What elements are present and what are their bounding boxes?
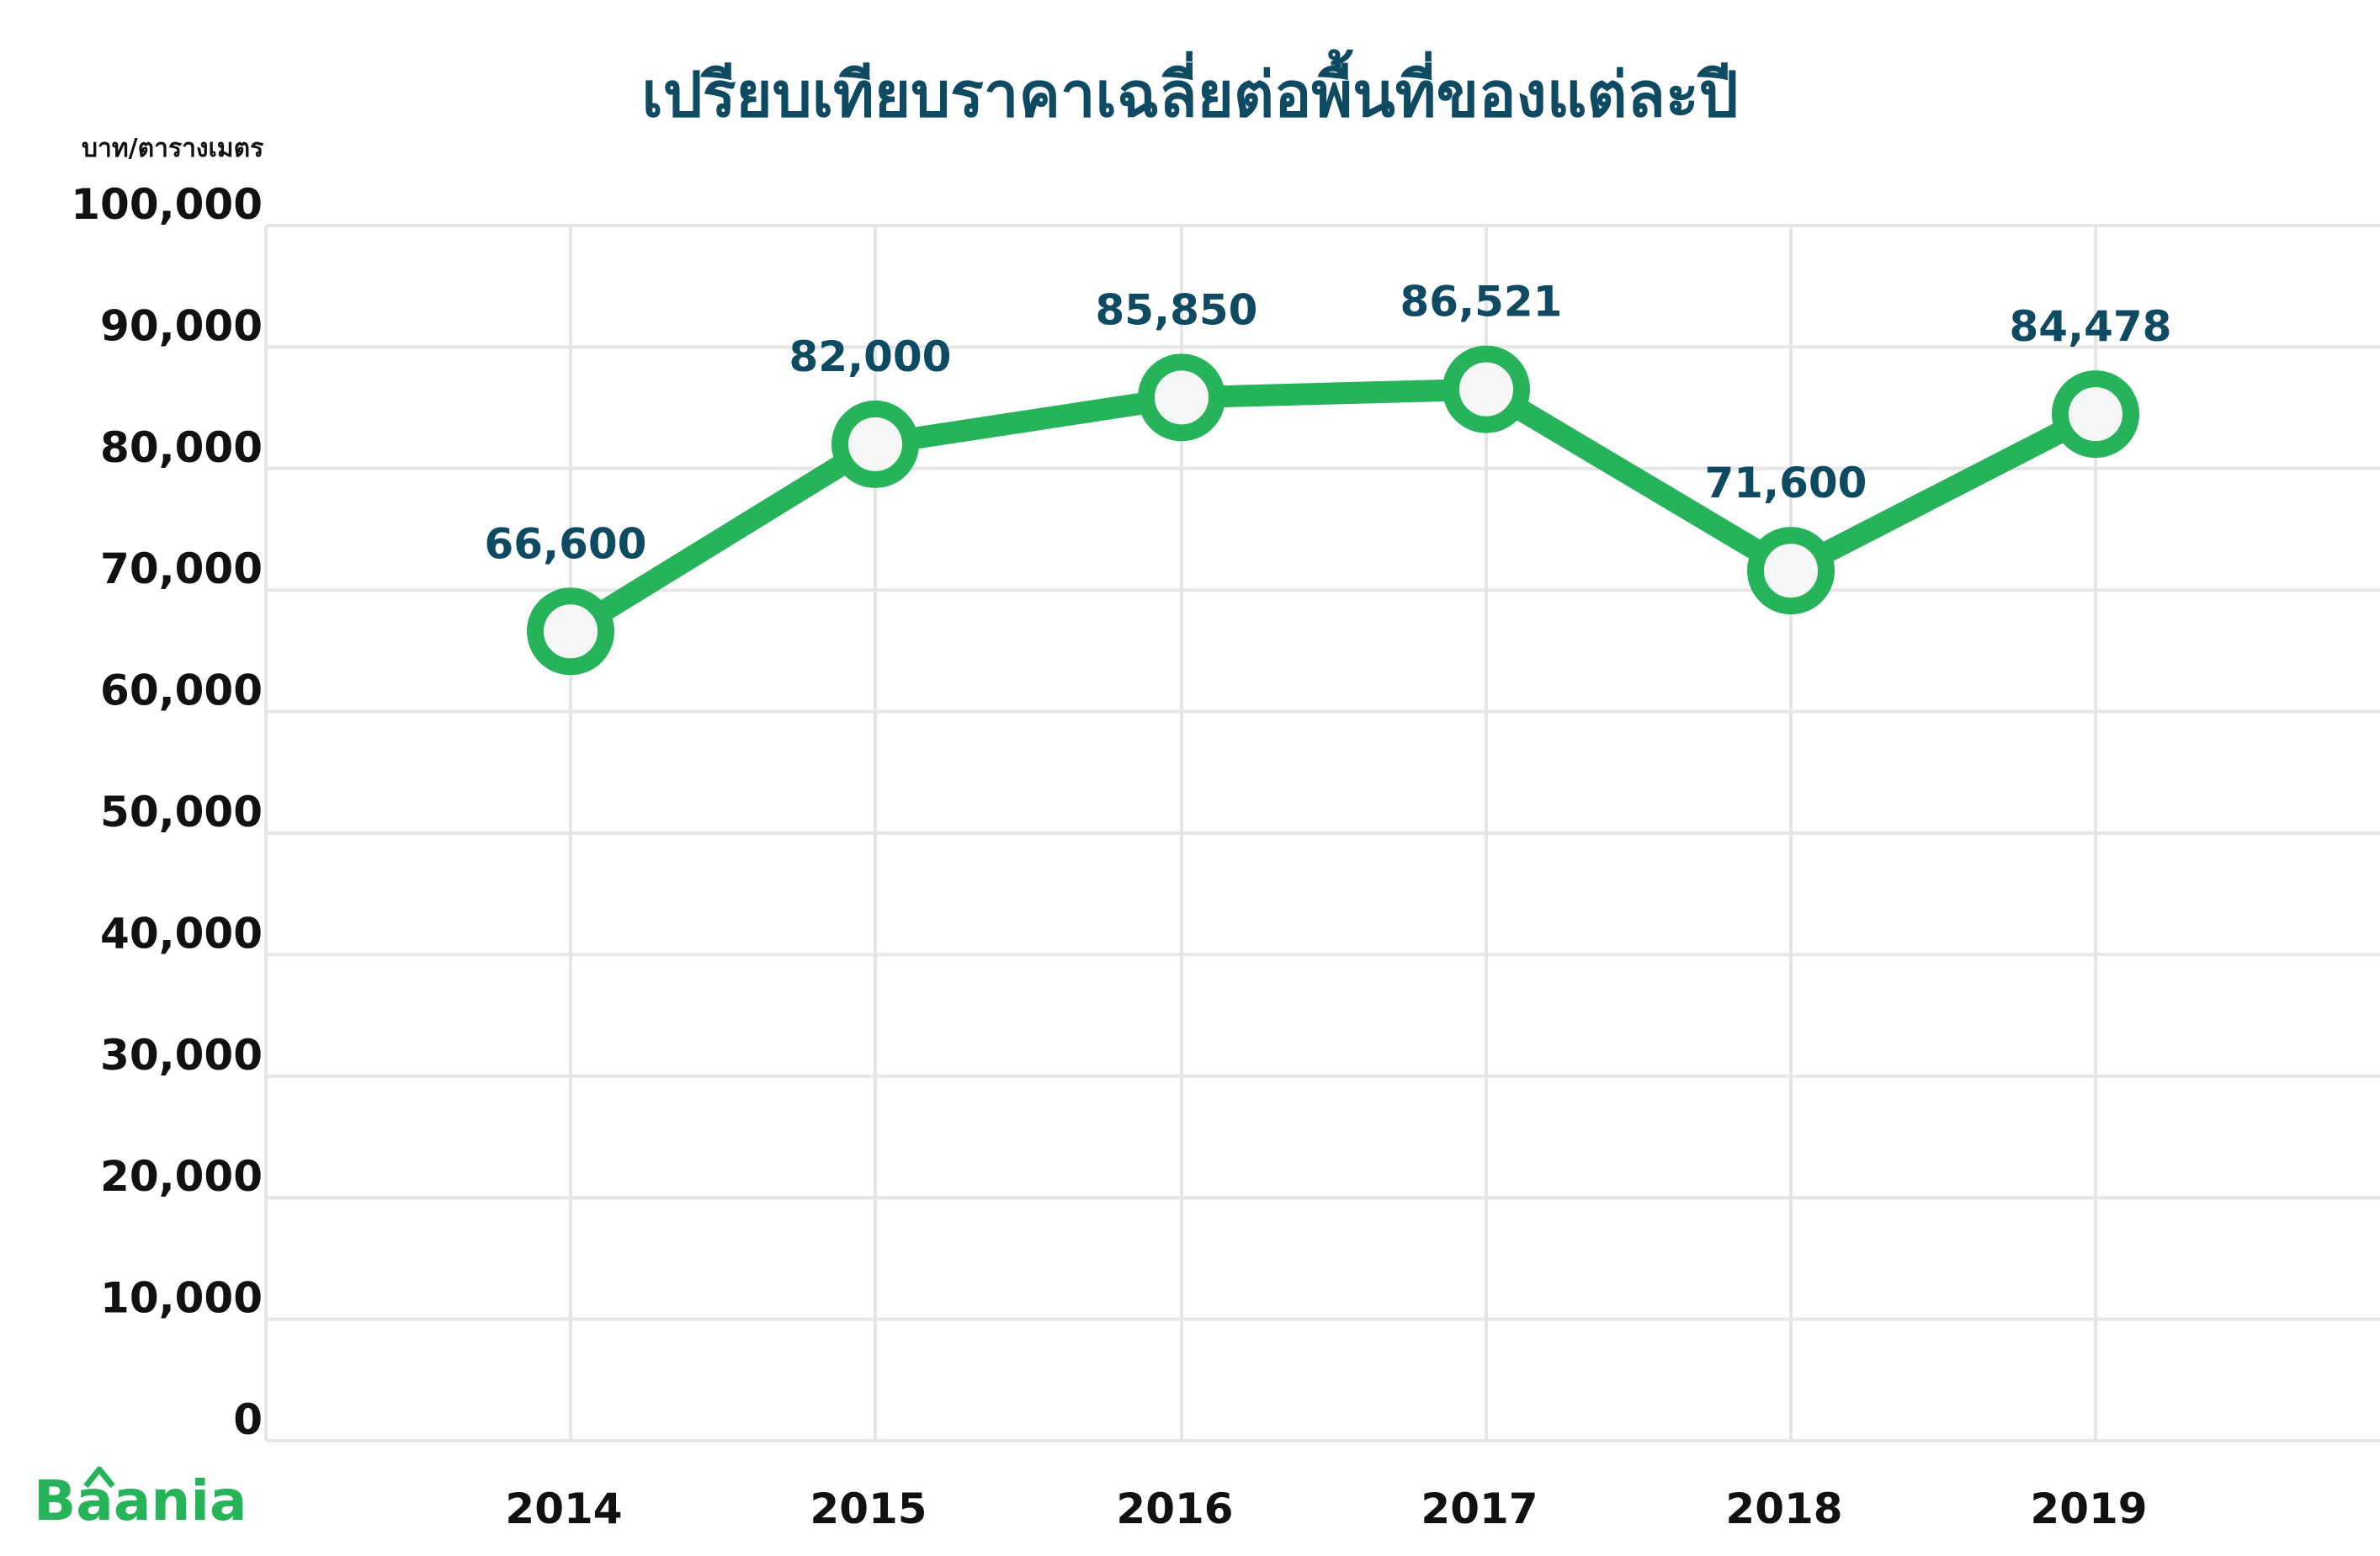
data-labels: 66,600 82,000 85,850 86,521 71,600 84,478 (485, 278, 2172, 569)
y-tick-label: 90,000 (100, 301, 263, 350)
logo-roof-icon (83, 1466, 115, 1489)
y-tick-label: 70,000 (100, 544, 263, 593)
y-tick-label: 80,000 (100, 423, 263, 472)
x-tick-label: 2015 (810, 1484, 927, 1533)
logo-text: Baania (34, 1468, 247, 1533)
data-point-marker (2052, 370, 2139, 459)
data-point-marker (527, 587, 614, 676)
y-tick-label: 0 (233, 1395, 263, 1444)
y-tick-label: 100,000 (71, 180, 263, 229)
series-line (560, 378, 2106, 643)
y-tick-label: 40,000 (100, 909, 263, 958)
grid (264, 224, 2380, 1442)
series-line-layer (560, 378, 2106, 643)
data-value-label: 84,478 (2010, 302, 2172, 351)
x-tick-label: 2018 (1725, 1484, 1842, 1533)
data-point-marker (1442, 345, 1530, 433)
x-tick-label: 2014 (505, 1484, 622, 1533)
y-tick-label: 10,000 (100, 1274, 263, 1323)
data-value-label: 66,600 (485, 519, 647, 568)
data-point-marker (831, 400, 919, 488)
data-value-label: 71,600 (1705, 459, 1867, 507)
baania-logo: Baania (34, 1466, 247, 1533)
x-axis-ticks: 2014 2015 2016 2017 2018 2019 (505, 1484, 2147, 1533)
x-tick-label: 2017 (1421, 1484, 1538, 1533)
y-axis-ticks: 0 10,000 20,000 30,000 40,000 50,000 60,000 70,… (71, 180, 263, 1444)
y-tick-label: 30,000 (100, 1031, 263, 1080)
y-tick-label: 20,000 (100, 1152, 263, 1201)
data-value-label: 82,000 (789, 332, 952, 381)
y-axis-unit-label: บาท/ตารางเมตร (82, 134, 263, 163)
data-value-label: 85,850 (1096, 285, 1258, 334)
y-tick-label: 60,000 (100, 666, 263, 715)
data-point-marker (1138, 353, 1225, 442)
data-value-label: 86,521 (1400, 278, 1563, 327)
x-tick-label: 2019 (2030, 1484, 2147, 1533)
data-markers (527, 345, 2139, 676)
y-tick-label: 50,000 (100, 788, 263, 836)
chart-title: เปรียบเทียบราคาเฉลี่ยต่อพื้นที่ของแต่ละป… (641, 49, 1738, 131)
x-tick-label: 2016 (1116, 1484, 1233, 1533)
data-point-marker (1747, 527, 1835, 615)
